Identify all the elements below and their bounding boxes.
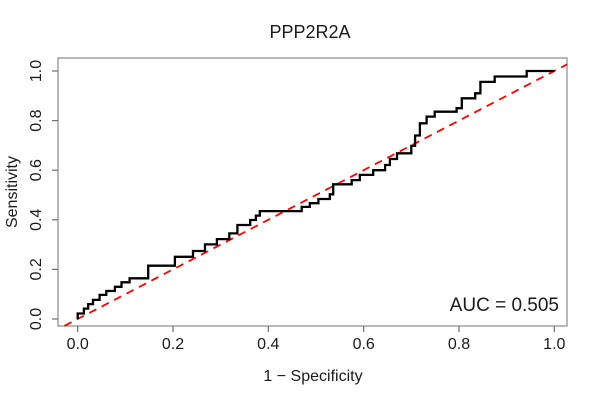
- auc-annotation: AUC = 0.505: [450, 295, 559, 316]
- x-tick-label: 0.4: [257, 336, 279, 353]
- chart-title: PPP2R2A: [269, 22, 350, 42]
- x-tick-label: 0.2: [162, 336, 184, 353]
- x-axis-ticks: 0.0 0.2 0.4 0.6 0.8 1.0: [67, 326, 566, 353]
- y-tick-label: 0.2: [28, 258, 45, 280]
- y-tick-label: 0.4: [28, 209, 45, 231]
- plot-box: [57, 57, 568, 327]
- x-tick-label: 1.0: [543, 336, 565, 353]
- x-tick-label: 0.0: [67, 336, 89, 353]
- y-tick-label: 0.8: [28, 109, 45, 131]
- y-tick-label: 0.0: [28, 308, 45, 330]
- y-axis-label: Sensitivity: [4, 156, 21, 228]
- x-tick-label: 0.8: [448, 336, 470, 353]
- x-axis-label: 1 − Specificity: [263, 368, 362, 385]
- y-axis-ticks: 0.0 0.2 0.4 0.6 0.8 1.0: [28, 60, 58, 330]
- x-tick-label: 0.6: [353, 336, 375, 353]
- roc-curve: [76, 69, 555, 319]
- y-tick-label: 1.0: [28, 60, 45, 82]
- y-tick-label: 0.6: [28, 159, 45, 181]
- chance-diagonal-line: [63, 63, 568, 327]
